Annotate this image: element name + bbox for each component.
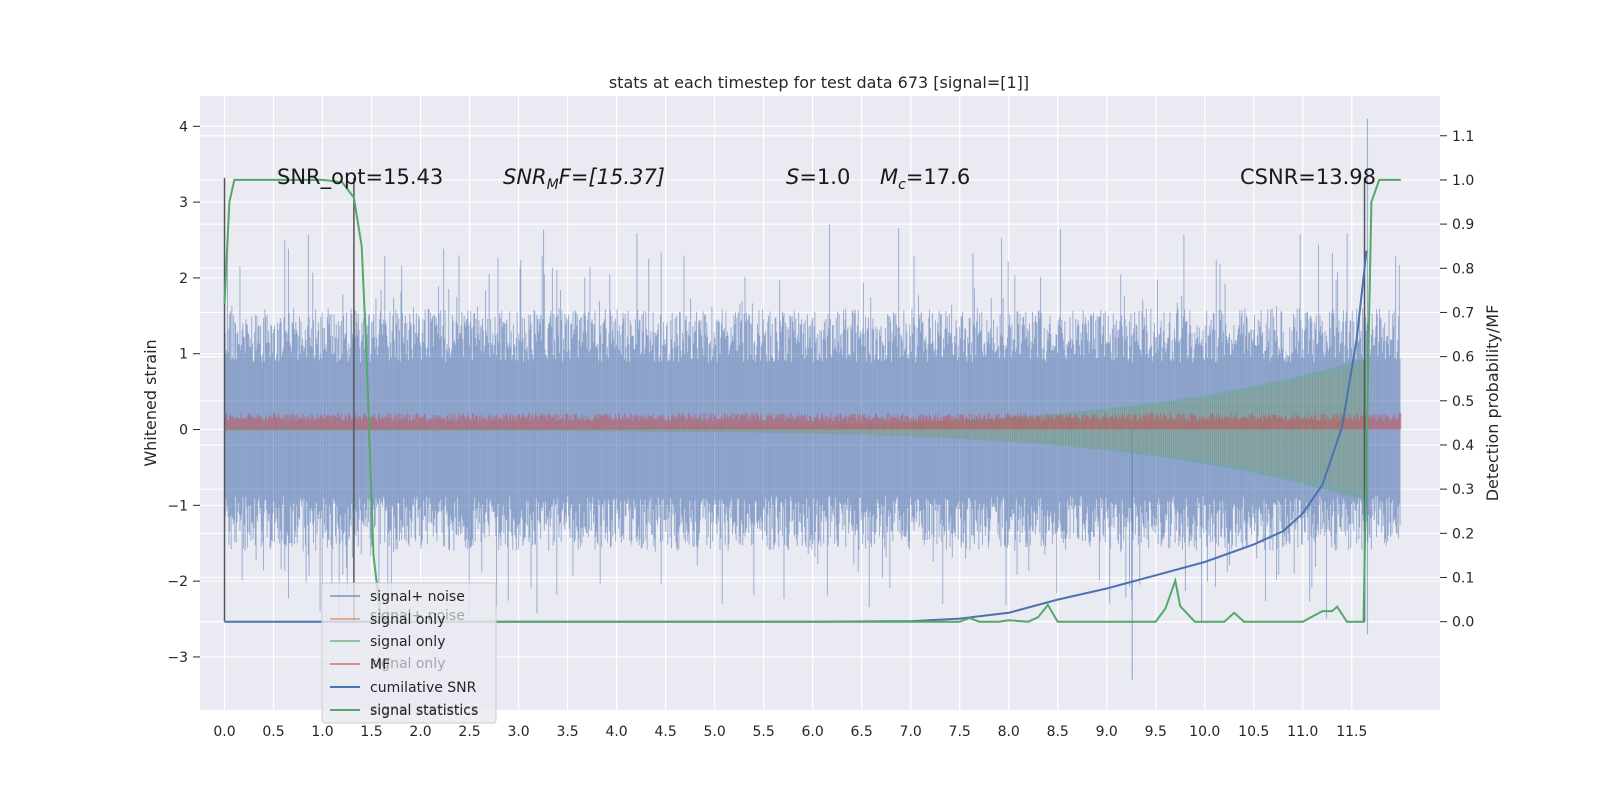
y-axis-label: Whitened strain [141, 339, 160, 466]
legend-ghost-2: signal only [370, 656, 445, 672]
x-tick-label: 6.5 [851, 724, 873, 740]
x-tick-label: 5.5 [753, 724, 775, 740]
y2-tick-label: 0.7 [1452, 305, 1474, 321]
x-tick-label: 9.5 [1145, 724, 1167, 740]
mf-series [224, 412, 1402, 430]
x-tick-label: 4.5 [654, 724, 676, 740]
x-tick-label: 6.0 [802, 724, 824, 740]
legend-label-csnr: cumilative SNR [370, 680, 477, 696]
legend-label-signal-green: signal only [370, 634, 445, 650]
mc-annotation: Mc=17.6 [880, 165, 970, 193]
y2-tick-label: 0.6 [1452, 350, 1474, 366]
x-tick-label: 11.5 [1336, 724, 1367, 740]
y2-axis-ticks: 1.1 1.0 0.9 0.8 0.7 0.6 0.5 0.4 0.3 0.2 0.1 0.0 [1440, 129, 1474, 631]
y2-tick-label: 0.9 [1452, 217, 1474, 233]
x-tick-label: 1.0 [311, 724, 333, 740]
legend-ghost-1: signal+ noise [370, 608, 465, 624]
x-tick-label: 4.0 [605, 724, 627, 740]
legend-label-mf: MF [370, 657, 390, 673]
x-tick-label: 3.5 [556, 724, 578, 740]
y-axis-ticks: 4 3 2 1 0 −1 −2 −3 [167, 119, 200, 666]
y2-tick-label: 1.0 [1452, 173, 1474, 189]
y-tick-label: −1 [167, 498, 188, 514]
y2-tick-label: 0.1 [1452, 570, 1474, 586]
csnr-annotation: CSNR=13.98 [1240, 165, 1376, 189]
chart-title: stats at each timestep for test data 673… [609, 73, 1029, 92]
y2-tick-label: 0.8 [1452, 261, 1474, 277]
snr-mf-annotation: SNRMF=[15.37] [503, 165, 665, 193]
legend-label-signal-orange: signal only [370, 612, 445, 628]
y-tick-label: −2 [167, 574, 188, 590]
legend-label-stat: signal statistics [370, 703, 478, 719]
y2-tick-label: 0.0 [1452, 615, 1474, 631]
y2-tick-label: 0.4 [1452, 438, 1474, 454]
x-axis-ticks: 0.0 0.5 1.0 1.5 2.0 2.5 3.0 3.5 4.0 4.5 5.0 5.5 6.0 6… [213, 724, 1367, 740]
y2-tick-label: 0.3 [1452, 482, 1474, 498]
snr-opt-annotation: SNR_opt=15.43 [277, 165, 443, 190]
x-tick-label: 10.5 [1238, 724, 1269, 740]
y2-tick-label: 1.1 [1452, 129, 1474, 145]
x-tick-label: 9.0 [1096, 724, 1118, 740]
y2-axis-label: Detection probability/MF [1483, 305, 1502, 502]
legend: signal+ noise signal only signal statist… [321, 582, 497, 724]
legend-label-noise: signal+ noise [370, 589, 465, 605]
x-tick-label: 8.5 [1047, 724, 1069, 740]
x-tick-label: 11.0 [1287, 724, 1318, 740]
x-tick-label: 7.0 [900, 724, 922, 740]
s-annotation: S=1.0 [786, 165, 850, 189]
legend-box [321, 582, 497, 724]
signal-statistics-line [223, 178, 1401, 623]
y-tick-label: 3 [179, 195, 188, 211]
y-tick-label: 0 [179, 423, 188, 439]
x-tick-label: 8.0 [998, 724, 1020, 740]
x-tick-label: 0.5 [262, 724, 284, 740]
x-tick-label: 2.5 [458, 724, 480, 740]
x-tick-label: 1.5 [360, 724, 382, 740]
x-tick-label: 2.0 [409, 724, 431, 740]
legend-ghost-3: signal statistics [370, 702, 478, 718]
x-tick-label: 10.0 [1189, 724, 1220, 740]
y-tick-label: 1 [179, 347, 188, 363]
x-tick-label: 7.5 [949, 724, 971, 740]
x-tick-label: 5.0 [703, 724, 725, 740]
y-tick-label: 2 [179, 271, 188, 287]
x-tick-label: 3.0 [507, 724, 529, 740]
y-tick-label: 4 [179, 119, 188, 135]
y2-tick-label: 0.5 [1452, 394, 1474, 410]
y2-tick-label: 0.2 [1452, 526, 1474, 542]
x-tick-label: 0.0 [213, 724, 235, 740]
y-tick-label: −3 [167, 650, 188, 666]
